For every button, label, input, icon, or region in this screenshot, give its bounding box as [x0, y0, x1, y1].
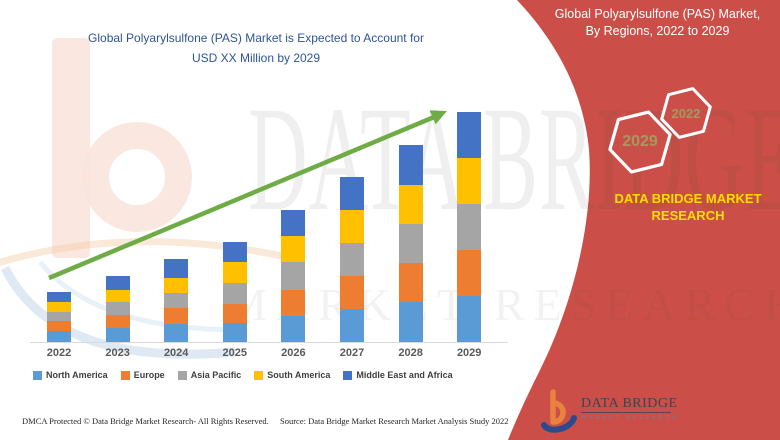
- bar-segment-europe: [340, 276, 364, 309]
- legend-item-middle-east-and-africa: Middle East and Africa: [343, 370, 453, 380]
- data-bridge-logo-icon: [541, 389, 577, 433]
- bar-segment-north-america: [281, 316, 306, 342]
- bar-segment-asia-pacific: [340, 243, 364, 276]
- bar-segment-middle-east-and-africa: [222, 242, 247, 262]
- brand-text-line2: RESEARCH: [651, 207, 725, 223]
- logo-subtitle: MARKET RESEARCH: [582, 415, 679, 421]
- bar-segment-asia-pacific: [398, 224, 423, 263]
- bar-segment-asia-pacific: [281, 262, 306, 290]
- hexagon-2029-label: 2029: [622, 133, 658, 150]
- x-axis-label-2027: 2027: [339, 347, 365, 359]
- right-panel-title-line1: Global Polyarylsulfone (PAS) Market,: [554, 7, 761, 21]
- bar-segment-middle-east-and-africa: [340, 177, 364, 210]
- bar-segment-south-america: [222, 262, 247, 283]
- legend-marker-icon: [343, 370, 353, 380]
- footer-dmca-text: DMCA Protected © Data Bridge Market Rese…: [22, 416, 269, 426]
- chart-title: Global Polyarylsulfone (PAS) Market is E…: [30, 28, 482, 68]
- legend-label: Asia Pacific: [190, 370, 242, 380]
- legend-item-north-america: North America: [33, 370, 108, 380]
- x-axis-label-2026: 2026: [281, 347, 306, 359]
- legend-label: South America: [267, 370, 331, 380]
- legend-item-europe: Europe: [120, 370, 165, 380]
- bar-segment-middle-east-and-africa: [105, 276, 130, 290]
- hexagon-2022-icon: [660, 87, 712, 139]
- bar-2028: [398, 145, 423, 342]
- x-axis-label-2028: 2028: [398, 347, 423, 359]
- legend-label: Middle East and Africa: [356, 370, 453, 380]
- bar-segment-asia-pacific: [47, 312, 71, 321]
- bar-segment-asia-pacific: [222, 283, 247, 304]
- bar-segment-north-america: [164, 324, 189, 342]
- bar-segment-south-america: [105, 290, 130, 302]
- x-axis-label-2025: 2025: [222, 347, 248, 359]
- bar-segment-middle-east-and-africa: [281, 210, 306, 236]
- bar-segment-south-america: [457, 158, 482, 204]
- bar-segment-asia-pacific: [457, 204, 482, 250]
- bar-segment-south-america: [340, 210, 364, 243]
- bar-segment-middle-east-and-africa: [164, 259, 189, 278]
- chart-title-line1: Global Polyarylsulfone (PAS) Market is E…: [88, 31, 424, 45]
- x-axis-label-2022: 2022: [46, 347, 72, 359]
- bar-2022: [47, 292, 71, 342]
- legend-item-south-america: South America: [254, 370, 330, 380]
- bar-segment-north-america: [398, 302, 423, 342]
- legend-label: North America: [46, 370, 108, 380]
- bar-segment-europe: [47, 321, 71, 331]
- bar-segment-north-america: [105, 328, 130, 342]
- bar-segment-south-america: [164, 278, 189, 293]
- bar-segment-middle-east-and-africa: [457, 112, 482, 158]
- bar-segment-north-america: [340, 309, 364, 342]
- bar-2026: [281, 210, 306, 342]
- logo-title: DATA BRIDGE: [581, 396, 678, 411]
- bar-segment-europe: [398, 263, 423, 302]
- footer-source-text: Source: Data Bridge Market Research Mark…: [280, 416, 509, 426]
- data-bridge-logo: DATA BRIDGE MARKET RESEARCH: [541, 388, 679, 438]
- legend-marker-icon: [120, 370, 130, 380]
- bar-segment-europe: [164, 308, 189, 324]
- legend-marker-icon: [33, 370, 42, 380]
- right-panel-title-line2: By Regions, 2022 to 2029: [585, 24, 730, 38]
- bar-segment-north-america: [222, 323, 247, 342]
- bar-segment-north-america: [47, 331, 71, 342]
- bar-segment-south-america: [281, 236, 306, 262]
- bar-2024: [164, 259, 189, 342]
- legend-label: Europe: [133, 370, 165, 380]
- brand-text-line1: DATA BRIDGE MARKET: [614, 191, 762, 206]
- bar-segment-europe: [222, 304, 247, 323]
- watermark-b-stem: [52, 38, 90, 258]
- bar-segment-middle-east-and-africa: [47, 292, 71, 302]
- bar-segment-north-america: [457, 296, 482, 342]
- x-axis-label-2023: 2023: [105, 347, 130, 359]
- bar-segment-south-america: [47, 302, 71, 312]
- legend-marker-icon: [177, 370, 187, 380]
- hexagon-2022-label: 2022: [671, 106, 701, 121]
- bar-2023: [105, 276, 130, 342]
- bar-2027: [340, 177, 364, 342]
- logo-underline: [581, 412, 671, 413]
- bar-segment-europe: [457, 250, 482, 296]
- x-axis-line: [30, 342, 508, 343]
- bar-2029: [457, 112, 482, 342]
- bar-2025: [222, 242, 247, 342]
- bar-segment-middle-east-and-africa: [398, 145, 423, 185]
- x-axis-label-2024: 2024: [163, 347, 189, 359]
- legend-item-asia-pacific: Asia Pacific: [177, 370, 242, 380]
- bar-segment-south-america: [398, 185, 423, 224]
- bar-segment-asia-pacific: [105, 302, 130, 315]
- chart-title-line2: USD XX Million by 2029: [191, 51, 321, 65]
- bar-segment-asia-pacific: [164, 293, 189, 308]
- right-panel-title: Global Polyarylsulfone (PAS) Market, By …: [535, 6, 780, 40]
- brand-text: DATA BRIDGE MARKET RESEARCH: [598, 191, 778, 224]
- bar-segment-europe: [281, 290, 306, 316]
- chart-legend: North America Europe Asia Pacific South Ame…: [33, 370, 523, 380]
- x-axis-label-2029: 2029: [456, 347, 482, 359]
- bar-segment-europe: [105, 315, 130, 328]
- legend-marker-icon: [254, 370, 264, 380]
- hexagon-2029-icon: [608, 110, 672, 174]
